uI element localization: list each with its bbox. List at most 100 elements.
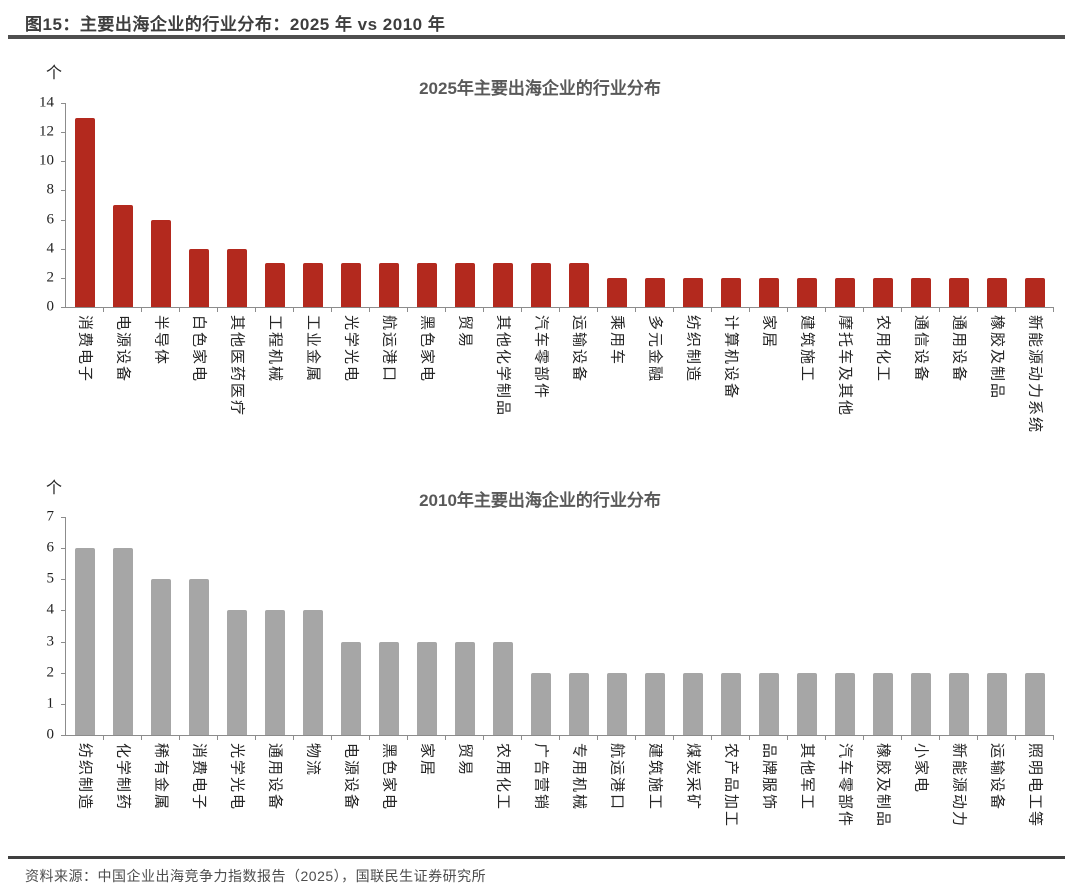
bar	[987, 277, 1007, 307]
plot-area-2025	[65, 103, 1054, 312]
x-axis-label-text: 橡胶及制品	[874, 743, 892, 829]
x-axis-tick	[483, 736, 484, 740]
y-axis-tick-label: 3	[46, 633, 55, 650]
bar	[911, 672, 931, 735]
x-axis-label-text: 其他军工	[798, 743, 816, 812]
x-axis-label-text: 农用化工	[874, 315, 892, 384]
y-axis-tick-label: 0	[46, 298, 55, 315]
bar-slot	[788, 517, 826, 740]
x-axis-tick	[711, 308, 712, 312]
x-axis-tick	[787, 736, 788, 740]
bar-slot	[446, 103, 484, 312]
y-axis-tick-label: 7	[46, 508, 55, 525]
y-axis-tick	[61, 161, 65, 163]
x-axis-tick	[255, 308, 256, 312]
x-axis-label: 白色家电	[179, 315, 217, 434]
x-axis-tick	[141, 736, 142, 740]
y-axis-tick	[61, 190, 65, 192]
bar-slot	[712, 103, 750, 312]
x-axis-label-text: 建筑施工	[798, 315, 816, 384]
chart-title-2025: 2025年主要出海企业的行业分布	[419, 79, 661, 98]
x-axis-label: 航运港口	[369, 315, 407, 434]
x-axis-label: 其他医药医疗	[217, 315, 255, 434]
bar	[949, 277, 969, 307]
y-axis-tick-label: 14	[39, 94, 54, 111]
y-axis-tick-label: 10	[39, 152, 54, 169]
x-axis-label-text: 消费电子	[76, 315, 94, 384]
x-axis-label-text: 化学制药	[114, 743, 132, 812]
bar-slot	[180, 103, 218, 312]
x-axis-tick	[445, 308, 446, 312]
x-axis-tick	[483, 308, 484, 312]
y-axis-tick	[61, 132, 65, 134]
x-axis-label-text: 橡胶及制品	[988, 315, 1006, 401]
y-axis-tick	[61, 610, 65, 612]
chart-2010-distribution: 2010年主要出海企业的行业分布 个 纺织制造 化学制药 稀有金属 消费电子 光学光电 通…	[0, 468, 1080, 860]
bar-slot	[560, 103, 598, 312]
y-axis-tick	[61, 103, 65, 104]
header-rule	[8, 35, 1065, 39]
x-axis-tick	[977, 308, 978, 312]
x-axis-label: 光学光电	[331, 315, 369, 434]
bar	[873, 277, 893, 307]
bar	[683, 672, 703, 735]
x-axis-tick	[103, 736, 104, 740]
x-axis-label: 光学光电	[217, 743, 255, 828]
x-axis-labels-2010: 纺织制造 化学制药 稀有金属 消费电子 光学光电 通用设备 物流 电源设备 黑色家电 家居 贸易 农用…	[65, 743, 1053, 828]
x-axis-label: 消费电子	[65, 315, 103, 434]
y-axis-tick-label: 6	[46, 211, 55, 228]
x-axis-label-text: 白色家电	[190, 315, 208, 384]
bar-slot	[294, 103, 332, 312]
x-axis-label: 通用设备	[255, 743, 293, 828]
x-axis-label: 黑色家电	[407, 315, 445, 434]
bar	[1025, 672, 1045, 735]
bar-slot	[978, 103, 1016, 312]
bar-slot	[446, 517, 484, 740]
bar	[759, 672, 779, 735]
bar-slot	[66, 517, 104, 740]
bar	[455, 641, 475, 735]
x-axis-label: 新能源动力系统	[1015, 315, 1053, 434]
y-axis-tick	[61, 641, 65, 643]
x-axis-label-text: 小家电	[912, 743, 930, 795]
x-axis-label: 家居	[407, 743, 445, 828]
bar-slot	[560, 517, 598, 740]
x-axis-label-text: 航运港口	[380, 315, 398, 384]
x-axis-label: 通用设备	[939, 315, 977, 434]
bar-slot	[598, 103, 636, 312]
bar	[759, 277, 779, 307]
x-axis-label: 纺织制造	[65, 743, 103, 828]
bar	[75, 548, 95, 735]
x-axis-labels-2025: 消费电子 电源设备 半导体 白色家电 其他医药医疗 工程机械 工业金属 光学光电 航运港口 黑色家…	[65, 315, 1053, 434]
x-axis-label-text: 黑色家电	[418, 315, 436, 384]
x-axis-label: 专用机械	[559, 743, 597, 828]
x-axis-label: 乘用车	[597, 315, 635, 434]
x-axis-tick	[673, 736, 674, 740]
chart-title-2010: 2010年主要出海企业的行业分布	[419, 491, 661, 510]
x-axis-tick	[103, 308, 104, 312]
bar-slot	[218, 103, 256, 312]
x-axis-tick	[369, 736, 370, 740]
x-axis-label-text: 新能源动力	[950, 743, 968, 829]
y-axis-tick-label: 0	[46, 726, 55, 743]
bar-slot	[750, 103, 788, 312]
figure-title: 图15：主要出海企业的行业分布：2025 年 vs 2010 年	[25, 15, 446, 34]
x-axis-label-text: 光学光电	[228, 743, 246, 812]
bar-slot	[332, 517, 370, 740]
x-axis-label-text: 稀有金属	[152, 743, 170, 812]
x-axis-label: 消费电子	[179, 743, 217, 828]
bar	[493, 263, 513, 307]
x-axis-tick	[787, 308, 788, 312]
x-axis-label-text: 工程机械	[266, 315, 284, 384]
x-axis-tick	[597, 736, 598, 740]
bar	[987, 672, 1007, 735]
bar-slot	[674, 517, 712, 740]
x-axis-label: 计算机设备	[711, 315, 749, 434]
x-axis-label: 黑色家电	[369, 743, 407, 828]
bar	[379, 263, 399, 307]
x-axis-label: 运输设备	[559, 315, 597, 434]
bar-slot	[332, 103, 370, 312]
x-axis-tick	[635, 308, 636, 312]
bar-slot	[256, 103, 294, 312]
bar-slot	[750, 517, 788, 740]
